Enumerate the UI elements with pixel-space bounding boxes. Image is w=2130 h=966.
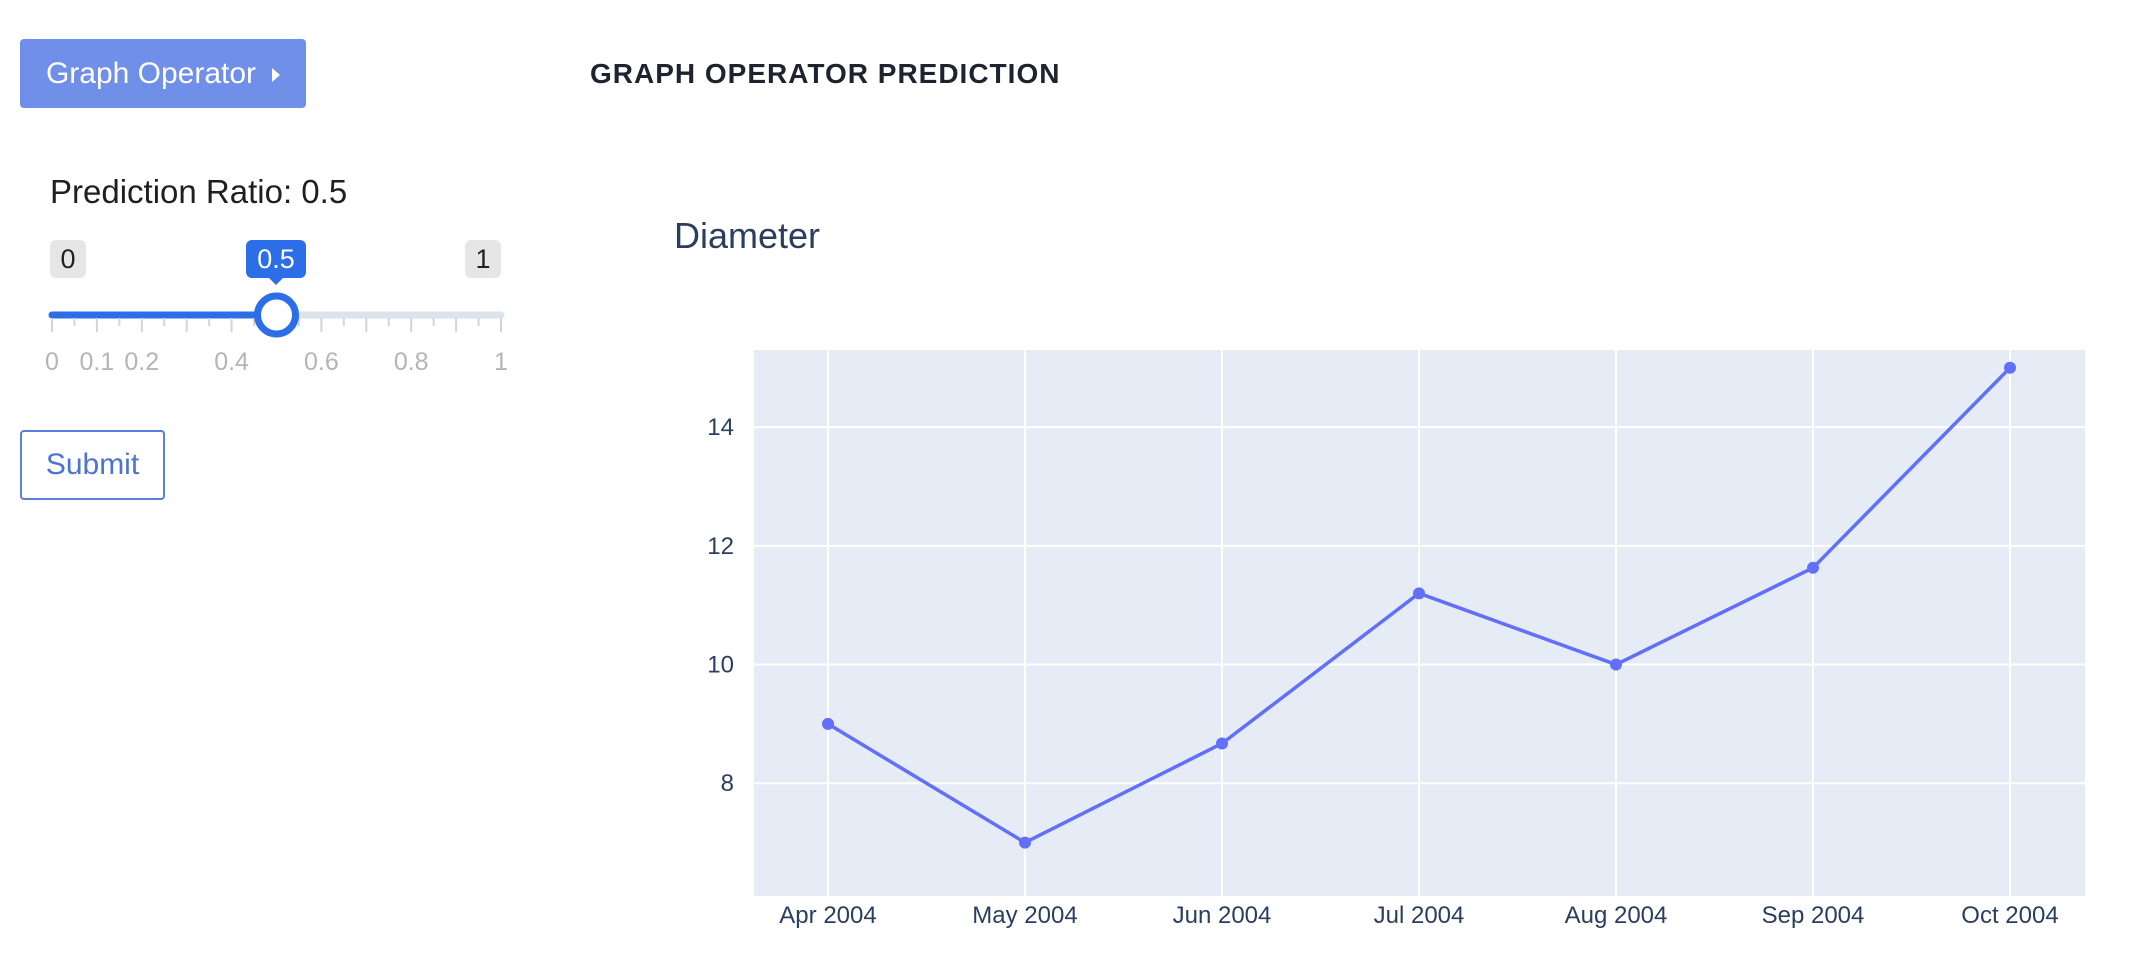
slider-tick-label: 0.8 [394, 348, 429, 376]
slider-tick-label: 0.1 [80, 348, 115, 376]
x-tick-label: Oct 2004 [1961, 902, 2058, 929]
data-point [1413, 587, 1425, 600]
x-tick-label: Jul 2004 [1374, 902, 1465, 929]
page-title: GRAPH OPERATOR PREDICTION [590, 58, 1061, 89]
graph-operator-button[interactable]: Graph Operator [20, 39, 306, 108]
slider-max-label: 1 [465, 240, 501, 278]
data-point [2004, 361, 2016, 374]
y-tick-label: 14 [707, 414, 734, 441]
slider-value-tooltip: 0.5 [246, 240, 306, 285]
x-tick-label: Jun 2004 [1173, 902, 1272, 929]
data-point [1019, 836, 1031, 849]
slider-tick-label: 0.4 [214, 348, 249, 376]
x-tick-label: May 2004 [972, 902, 1077, 929]
graph-operator-button-label: Graph Operator [45, 56, 257, 90]
y-tick-label: 10 [707, 652, 734, 679]
slider-tick-label: 0.2 [124, 348, 159, 376]
chart-title: Diameter [674, 215, 821, 256]
submit-button[interactable]: Submit [20, 430, 165, 500]
slider-tick-label: 1 [494, 348, 508, 376]
x-tick-label: Apr 2004 [779, 902, 876, 929]
y-tick-label: 8 [721, 770, 734, 797]
prediction-ratio-label-text: Prediction Ratio: [50, 173, 293, 210]
data-point [822, 717, 834, 730]
slider-tick-label: 0.6 [304, 348, 339, 376]
y-tick-label: 12 [707, 533, 734, 560]
x-tick-label: Aug 2004 [1565, 902, 1668, 929]
prediction-ratio-value: 0.5 [301, 173, 348, 210]
slider-tick-label: 0 [45, 348, 59, 376]
slider-min-label: 0 [50, 240, 86, 278]
x-tick-label: Sep 2004 [1762, 902, 1865, 929]
prediction-ratio-label: Prediction Ratio: 0.5 [50, 173, 347, 211]
data-point [1807, 561, 1819, 574]
caret-right-icon [272, 67, 281, 82]
data-point [1216, 737, 1228, 750]
prediction-ratio-slider[interactable]: 0 0.1 0.2 0.4 0.6 0.8 1 [0, 0, 560, 400]
slider-handle[interactable] [254, 292, 299, 338]
data-point [1610, 658, 1622, 671]
